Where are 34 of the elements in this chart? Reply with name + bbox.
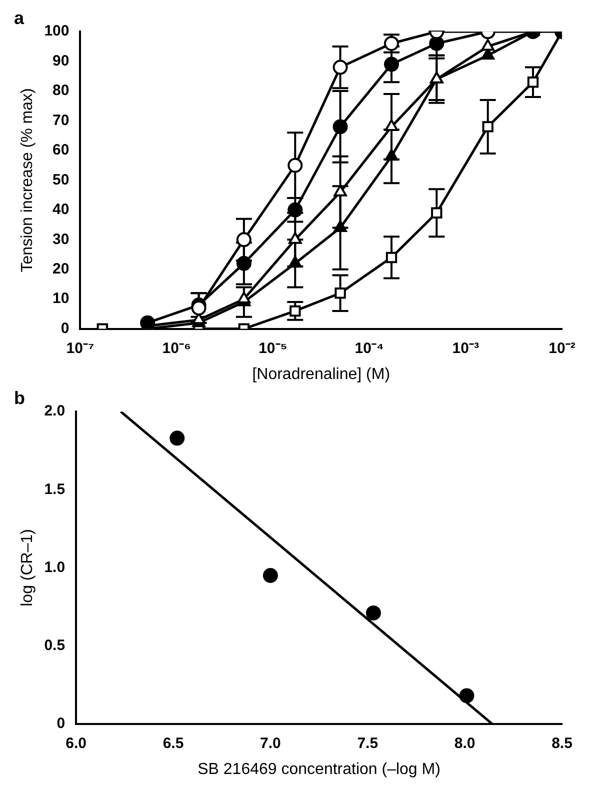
x-tick-label: 8.5 (552, 734, 572, 752)
y-tick-label: 70 (52, 112, 70, 129)
y-tick-label: 0.5 (44, 636, 66, 654)
y-tick-label: 0 (56, 714, 66, 732)
y-tick-label: 10 (52, 290, 70, 308)
y-tick-label: 1.0 (44, 558, 66, 576)
y-tick-label: 60 (52, 142, 70, 159)
x-tick-label: 6.5 (162, 734, 184, 752)
x-tick-label: 10⁻³ (452, 340, 479, 357)
y-tick-label: 2.0 (44, 402, 66, 420)
x-tick-label: 10⁻² (548, 340, 576, 357)
y-tick-label: 100 (44, 22, 70, 40)
y-axis-title: log (CR–1) (19, 529, 36, 606)
y-tick-label: 90 (52, 52, 70, 70)
y-tick-label: 30 (52, 230, 70, 248)
x-tick-label: 8.0 (454, 734, 476, 752)
x-tick-label: 10⁻⁶ (162, 340, 191, 357)
x-tick-label: 10⁻⁴ (354, 340, 384, 357)
x-axis-title: SB 216469 concentration (–log M) (198, 760, 440, 778)
x-tick-label: 10⁻⁵ (258, 340, 288, 357)
y-tick-label: 50 (52, 171, 70, 188)
x-tick-label: 7.0 (260, 734, 281, 752)
x-tick-label: 10⁻⁷ (66, 340, 94, 357)
x-axis-title: [Noradrenaline] (M) (252, 366, 390, 383)
y-tick-label: 40 (52, 201, 70, 218)
x-tick-label: 6.0 (66, 734, 86, 752)
x-tick-label: 7.5 (357, 734, 378, 752)
y-tick-label: 0 (60, 320, 70, 337)
y-tick-label: 80 (52, 82, 70, 100)
y-axis-title: Tension increase (% max) (19, 88, 36, 272)
y-tick-label: 20 (52, 260, 70, 278)
chart-title: a (14, 8, 25, 28)
y-tick-label: 1.5 (44, 480, 66, 498)
chart-title: b (14, 388, 25, 408)
